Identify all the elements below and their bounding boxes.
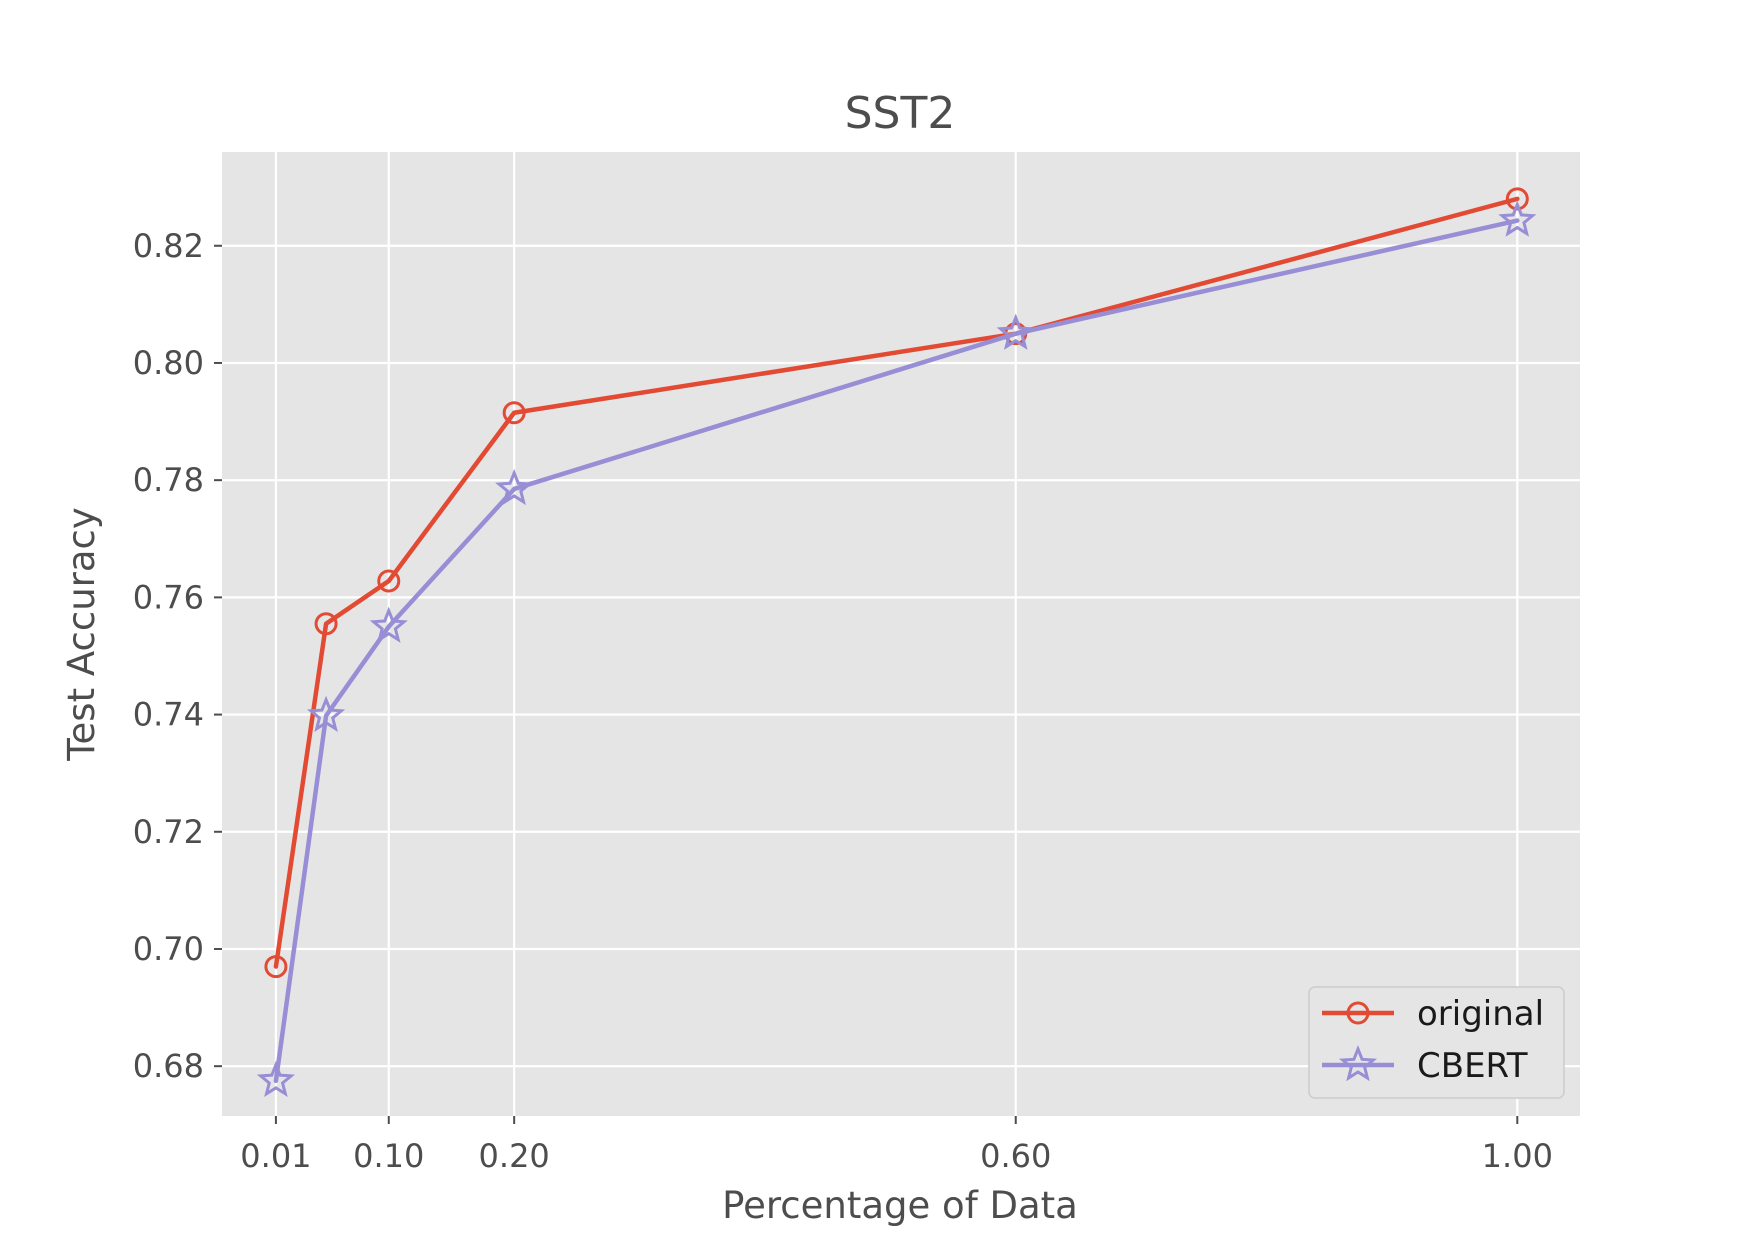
data-point-cbert[interactable] [369,606,408,643]
y-axis-label: Test Accuracy [60,507,103,762]
y-tick-label: 0.68 [133,1047,204,1085]
chart-title: SST2 [845,88,956,139]
data-point-original[interactable] [264,955,288,979]
x-axis-label: Percentage of Data [722,1184,1078,1227]
y-tick-label: 0.74 [133,696,204,734]
y-tick-label: 0.72 [133,813,204,851]
legend[interactable]: original CBERT [1308,986,1565,1099]
grid-lines [214,152,1580,1124]
x-tick-label: 0.10 [353,1137,424,1175]
y-tick-label: 0.70 [133,930,204,968]
series-cbert [256,200,1537,1098]
y-tick-label: 0.78 [133,461,204,499]
legend-item-original[interactable]: original [1322,994,1544,1034]
data-point-original[interactable] [1505,187,1529,211]
y-tick-label: 0.80 [133,344,204,382]
x-tick-label: 0.60 [980,1137,1051,1175]
data-point-cbert[interactable] [1498,200,1537,237]
y-tick-labels: 0.68 0.70 0.72 0.74 0.76 0.78 0.80 0.82 [133,227,204,1085]
plot-background [222,152,1580,1116]
series-line-cbert [273,218,1520,1084]
x-tick-labels: 0.01 0.10 0.20 0.60 1.00 [240,1137,1553,1175]
x-tick-label: 0.20 [479,1137,550,1175]
series-layer [256,187,1537,1098]
series-line-original [273,196,1520,969]
data-point-original[interactable] [502,401,526,425]
x-tick-label: 0.01 [240,1137,311,1175]
x-tick-label: 1.00 [1482,1137,1553,1175]
y-tick-label: 0.76 [133,578,204,616]
data-point-original[interactable] [377,569,401,593]
y-tick-label: 0.82 [133,227,204,265]
data-point-cbert[interactable] [306,695,346,732]
legend-label-original: original [1417,994,1544,1034]
data-point-cbert[interactable] [996,313,1035,350]
data-point-original[interactable] [314,612,338,636]
legend-marker-cbert[interactable] [1338,1044,1378,1082]
legend-marker-original[interactable] [1346,1001,1370,1025]
data-point-cbert[interactable] [256,1060,296,1098]
data-point-cbert[interactable] [495,468,534,506]
legend-item-cbert[interactable]: CBERT [1322,1044,1528,1086]
legend-label-cbert: CBERT [1417,1046,1528,1086]
